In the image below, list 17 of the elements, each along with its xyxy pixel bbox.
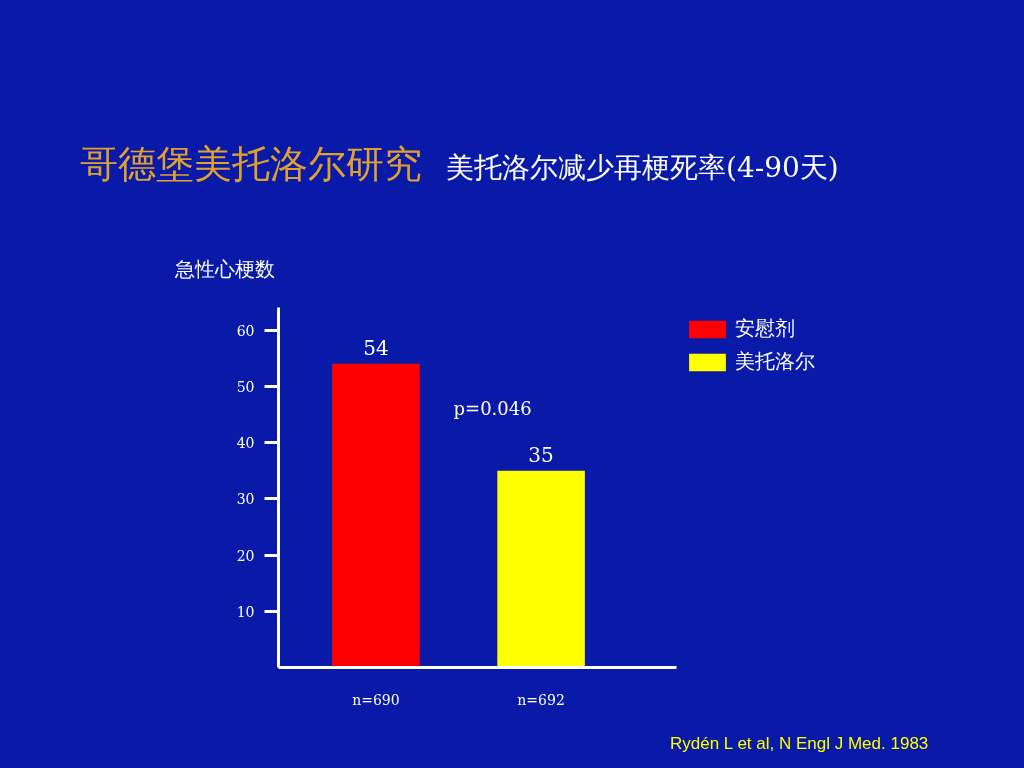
annotation: p=0.046: [453, 397, 532, 419]
chart-subtitle: 美托洛尔减少再梗死率(4-90天): [446, 151, 839, 184]
y-tick-label: 50: [236, 378, 255, 395]
y-tick-label: 40: [236, 435, 255, 451]
y-tick-label: 30: [236, 491, 255, 508]
x-tick-label: n=692: [517, 691, 565, 708]
x-tick-label: n=690: [352, 691, 400, 708]
text: Rydén L et al, N Engl J Med. 1983: [670, 733, 929, 755]
chart-title: 哥德堡美托洛尔研究: [80, 142, 422, 186]
legend-label: 美托洛尔: [735, 348, 815, 375]
data-label: 54: [363, 336, 389, 361]
y-tick-label: 10: [236, 603, 255, 620]
y-tick-label: 20: [236, 547, 255, 564]
y-tick-label: 60: [236, 322, 255, 339]
y-axis-title: 急性心梗数: [175, 256, 275, 283]
legend-label: 安慰剂: [735, 315, 795, 342]
data-label: 35: [528, 443, 554, 468]
